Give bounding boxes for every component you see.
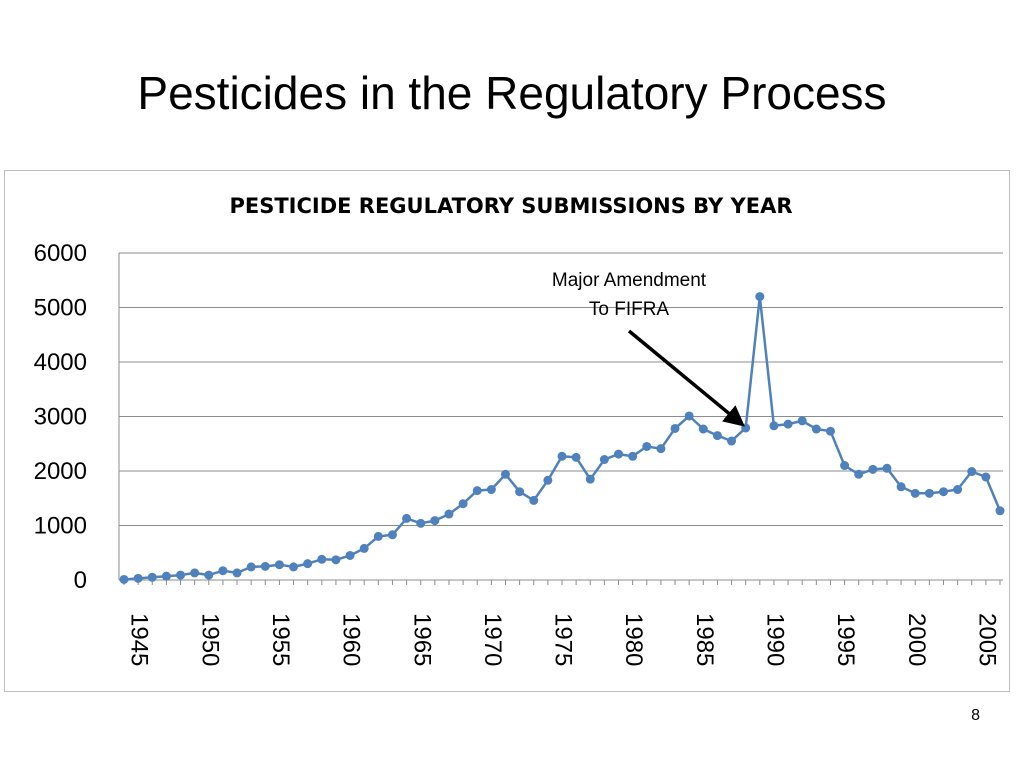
data-point — [444, 509, 454, 519]
data-point — [896, 482, 906, 492]
x-tick-label: 1990 — [761, 613, 788, 666]
x-tick-label: 1965 — [408, 613, 435, 666]
data-point — [698, 424, 708, 434]
x-tick-label: 1985 — [691, 613, 718, 666]
y-tick-label: 3000 — [34, 404, 87, 431]
y-axis: 0 1000 2000 3000 4000 5000 6000 — [34, 240, 120, 594]
chart-svg: PESTICIDE REGULATORY SUBMISSIONS BY YEAR… — [34, 194, 1005, 666]
series-submissions — [119, 292, 1005, 584]
x-tick-label: 1970 — [479, 613, 506, 666]
data-point — [246, 562, 256, 572]
y-tick-label: 5000 — [34, 295, 87, 322]
slide-title: Pesticides in the Regulatory Process — [137, 67, 887, 119]
data-point — [345, 550, 355, 560]
data-point — [515, 487, 525, 497]
data-point — [783, 419, 793, 429]
data-point — [133, 573, 143, 583]
data-point — [119, 574, 129, 584]
data-point — [995, 506, 1005, 516]
x-tick-label: 2000 — [903, 613, 930, 666]
y-tick-label: 4000 — [34, 349, 87, 376]
data-point — [402, 513, 412, 523]
y-tick-label: 6000 — [34, 240, 87, 267]
data-point — [500, 469, 510, 479]
data-point — [430, 516, 440, 526]
x-tick-label: 1995 — [832, 613, 859, 666]
gridlines — [119, 252, 1003, 526]
data-point — [910, 488, 920, 498]
data-point — [274, 560, 284, 570]
data-point — [176, 570, 186, 580]
data-point — [557, 451, 567, 461]
x-tick-label: 1950 — [196, 613, 223, 666]
data-point — [458, 499, 468, 509]
data-point — [840, 461, 850, 471]
data-point — [628, 451, 638, 461]
x-tick-label: 1980 — [620, 613, 647, 666]
data-point — [953, 485, 963, 495]
annotation-group: Major Amendment To FIFRA — [552, 270, 745, 427]
data-point — [811, 424, 821, 434]
data-point — [599, 455, 609, 465]
chart-title: PESTICIDE REGULATORY SUBMISSIONS BY YEAR — [229, 194, 792, 218]
data-point — [571, 452, 581, 462]
data-point — [882, 463, 892, 473]
data-point — [614, 449, 624, 459]
data-point — [727, 436, 737, 446]
data-point — [797, 416, 807, 426]
data-point — [486, 485, 496, 495]
data-point — [712, 431, 722, 441]
data-point — [529, 495, 539, 505]
x-tick-label: 1945 — [126, 613, 153, 666]
annotation-arrow — [627, 329, 745, 427]
data-point — [967, 467, 977, 477]
data-point — [741, 423, 751, 433]
data-point — [204, 570, 214, 580]
data-point — [317, 554, 327, 564]
data-point — [472, 486, 482, 496]
data-point — [387, 530, 397, 540]
data-point — [854, 469, 864, 479]
data-point — [938, 487, 948, 497]
data-point — [684, 411, 694, 421]
data-point — [359, 543, 369, 553]
data-point — [303, 559, 313, 569]
y-tick-label: 2000 — [34, 458, 87, 485]
annotation-line2: To FIFRA — [589, 299, 670, 320]
data-point — [147, 572, 157, 582]
chart-frame: PESTICIDE REGULATORY SUBMISSIONS BY YEAR… — [4, 170, 1010, 692]
y-tick-label: 1000 — [34, 513, 87, 540]
x-tick-label: 2005 — [973, 613, 1000, 666]
data-point — [585, 474, 595, 484]
data-point — [161, 571, 171, 581]
annotation-line1: Major Amendment — [552, 270, 707, 291]
data-point — [190, 568, 200, 578]
data-point — [232, 568, 242, 578]
data-point — [755, 292, 765, 302]
y-tick-label: 0 — [74, 567, 87, 594]
data-point — [260, 561, 270, 571]
data-point — [218, 566, 228, 576]
data-point — [656, 444, 666, 454]
x-tick-label: 1960 — [338, 613, 365, 666]
data-point — [868, 464, 878, 474]
data-point — [331, 555, 341, 565]
data-point — [924, 488, 934, 498]
data-point — [289, 562, 299, 572]
data-point — [769, 421, 779, 431]
data-point — [642, 441, 652, 451]
series-line — [123, 295, 1002, 581]
x-tick-label: 1955 — [267, 613, 294, 666]
data-point — [670, 423, 680, 433]
slide-number: 8 — [971, 707, 980, 724]
data-point — [981, 472, 991, 482]
x-tick-label: 1975 — [550, 613, 577, 666]
data-point — [373, 531, 383, 541]
data-point — [825, 426, 835, 436]
data-point — [543, 475, 553, 485]
data-point — [416, 518, 426, 528]
x-axis: 1945 1950 1955 1960 1965 1970 1975 1980 1985 1990… — [119, 579, 1003, 666]
